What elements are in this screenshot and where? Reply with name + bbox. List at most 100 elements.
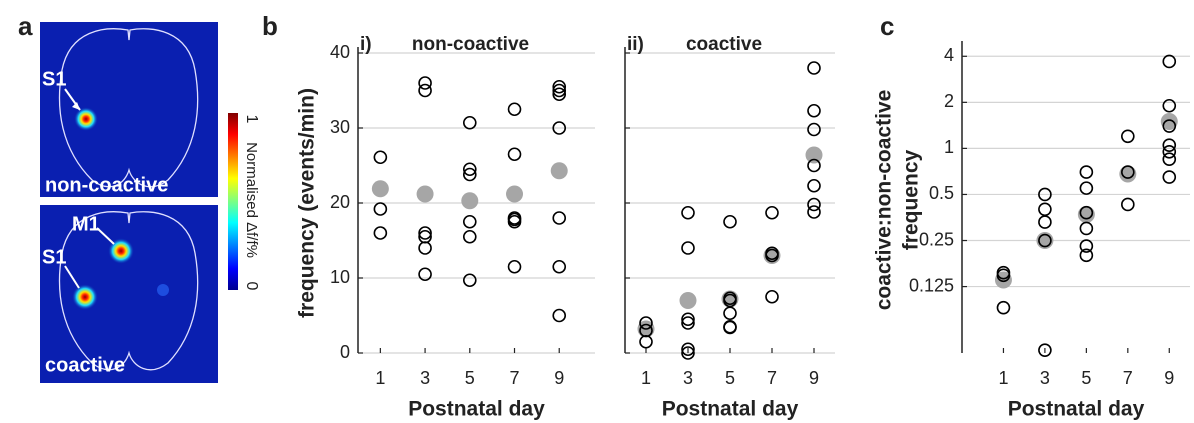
x-axis-label: Postnatal day (1008, 398, 1145, 421)
data-point (464, 274, 476, 286)
x-tick-label: 3 (420, 368, 430, 388)
data-point (724, 322, 736, 334)
data-point (1163, 171, 1175, 183)
data-point (417, 186, 434, 203)
region-label: S1 (42, 246, 66, 268)
data-point (553, 310, 565, 322)
image-caption: non-coactive (45, 174, 168, 196)
region-label: M1 (72, 213, 100, 235)
data-point (464, 231, 476, 243)
data-point (1039, 203, 1051, 215)
x-tick-label: 7 (767, 368, 777, 388)
data-point (509, 103, 521, 115)
hotspot (157, 284, 169, 296)
colorbar-label: Normalised Δf/f% (243, 142, 260, 258)
x-tick-label: 3 (683, 368, 693, 388)
y-tick-label: 4 (944, 45, 954, 65)
data-point (419, 242, 431, 254)
data-point (1080, 166, 1092, 178)
y-tick-label: 0.5 (929, 183, 954, 203)
x-tick-label: 3 (1040, 368, 1050, 388)
x-tick-label: 5 (1081, 368, 1091, 388)
data-point (682, 207, 694, 219)
data-point (553, 261, 565, 273)
data-point (766, 207, 778, 219)
y-tick-label: 10 (330, 267, 350, 287)
y-tick-label: 0.125 (909, 275, 954, 295)
y-axis-label: frequency (events/min) (296, 88, 319, 318)
y-tick-label: 0.25 (919, 229, 954, 249)
data-point (806, 147, 823, 164)
y-tick-label: 30 (330, 117, 350, 137)
data-point (1163, 100, 1175, 112)
x-tick-label: 9 (554, 368, 564, 388)
y-tick-label: 2 (944, 91, 954, 111)
y-axis-label: coactive:non-coactive (873, 90, 896, 311)
data-point (464, 216, 476, 228)
panel-number: ii) (627, 34, 644, 55)
data-point (1122, 198, 1134, 210)
region-label: S1 (42, 68, 66, 90)
y-tick-label: 20 (330, 192, 350, 212)
data-point (808, 62, 820, 74)
data-point (374, 151, 386, 163)
brain-image: M1 S1 coactive (40, 205, 218, 383)
chart-title: non-coactive (412, 34, 529, 55)
data-point (680, 292, 697, 309)
hotspot (72, 284, 98, 310)
data-point (464, 117, 476, 129)
x-tick-label: 1 (641, 368, 651, 388)
data-point (509, 261, 521, 273)
panel-number: i) (360, 34, 372, 55)
x-tick-label: 5 (725, 368, 735, 388)
x-axis-label: Postnatal day (408, 398, 545, 421)
image-caption: coactive (45, 354, 125, 376)
x-tick-label: 5 (465, 368, 475, 388)
data-point (372, 180, 389, 197)
data-point (1080, 222, 1092, 234)
chart-title: coactive (686, 34, 762, 55)
data-point (506, 186, 523, 203)
data-point (553, 212, 565, 224)
data-point (419, 85, 431, 97)
panel-label: c (880, 11, 894, 41)
data-point (808, 105, 820, 117)
data-point (808, 206, 820, 218)
x-tick-label: 1 (375, 368, 385, 388)
x-tick-label: 7 (1123, 368, 1133, 388)
data-point (766, 291, 778, 303)
colorbar-tick: 1 (243, 115, 260, 124)
data-point (682, 242, 694, 254)
data-point (640, 336, 652, 348)
data-point (1080, 249, 1092, 261)
data-point (374, 203, 386, 215)
data-point (551, 162, 568, 179)
panel-label: b (262, 11, 278, 41)
data-point (997, 302, 1009, 314)
data-point (1080, 182, 1092, 194)
data-point (808, 124, 820, 136)
colorbar (228, 113, 238, 290)
data-point (1122, 130, 1134, 142)
y-tick-label: 40 (330, 42, 350, 62)
x-tick-label: 7 (510, 368, 520, 388)
y-tick-label: 0 (340, 342, 350, 362)
brain-image: S1 non-coactive (40, 22, 218, 197)
panel-label: a (18, 11, 33, 41)
data-point (1163, 153, 1175, 165)
data-point (1163, 55, 1175, 67)
x-axis-label: Postnatal day (662, 398, 799, 421)
x-tick-label: 9 (1164, 368, 1174, 388)
x-tick-label: 9 (809, 368, 819, 388)
y-axis-label: frequency (900, 150, 923, 251)
data-point (724, 307, 736, 319)
y-tick-label: 1 (944, 137, 954, 157)
hotspot (74, 107, 98, 131)
data-point (1039, 216, 1051, 228)
data-point (724, 216, 736, 228)
data-point (808, 180, 820, 192)
data-point (374, 227, 386, 239)
x-tick-label: 1 (998, 368, 1008, 388)
colorbar-tick: 0 (243, 282, 260, 291)
data-point (461, 192, 478, 209)
